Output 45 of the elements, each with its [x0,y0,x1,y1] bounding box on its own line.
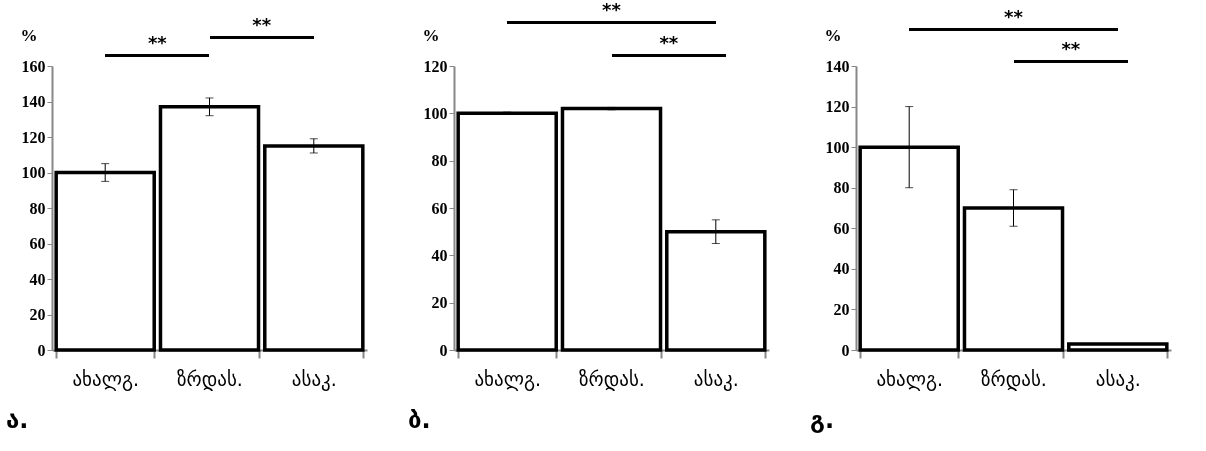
text: ** [1060,38,1082,59]
y-tick-label: 60 [29,235,46,252]
text: ** [1003,6,1024,27]
y-tick-label: 20 [29,306,46,323]
y-tick-label: 40 [431,246,448,264]
y-tick-label: 160 [21,57,46,75]
y-tick-label: 120 [825,98,850,116]
y-tick-label: 60 [431,199,448,217]
y-tick-label: 140 [825,57,850,75]
x-tick-label: ზრდას. [579,367,645,391]
text: ** [601,0,622,20]
y-tick-label: 80 [431,152,448,170]
y-tick-label: 60 [833,219,850,237]
text: ბ. [408,406,431,434]
y-tick-label: 40 [833,260,850,278]
y-tick-label: 0 [37,341,46,359]
text: გ. [810,406,835,434]
y-tick-label: 20 [431,294,448,312]
y-tick-label: 0 [841,341,850,359]
y-tick-label: 20 [833,300,850,318]
x-tick-label: ახალგ. [876,367,943,391]
text: ა. [6,406,29,434]
y-tick-label: 120 [423,57,448,75]
x-tick-label: ასაკ. [693,367,739,391]
x-tick-label: ზრდას. [981,367,1047,391]
y-tick-label: 40 [29,270,46,288]
y-tick-label: 80 [29,199,46,217]
y-tick-label: 0 [439,341,448,359]
text: ** [251,14,273,35]
y-axis-title: % [824,25,842,45]
y-tick-label: 100 [825,138,850,156]
y-tick-label: 80 [833,179,850,197]
y-tick-label: 100 [21,164,46,181]
y-tick-label: 120 [21,128,46,146]
y-tick-label: 100 [423,104,448,122]
x-tick-label: ახალგ. [72,367,139,391]
x-tick-label: ახალგ. [474,367,541,391]
y-tick-label: 140 [21,93,46,110]
y-axis-title: % [20,25,38,45]
x-tick-label: ასაკ. [291,367,337,391]
x-tick-label: ზრდას. [177,367,243,391]
text: ** [146,32,168,53]
text: ** [658,32,680,53]
y-axis-title: % [422,25,440,45]
x-tick-label: ასაკ. [1095,367,1141,391]
